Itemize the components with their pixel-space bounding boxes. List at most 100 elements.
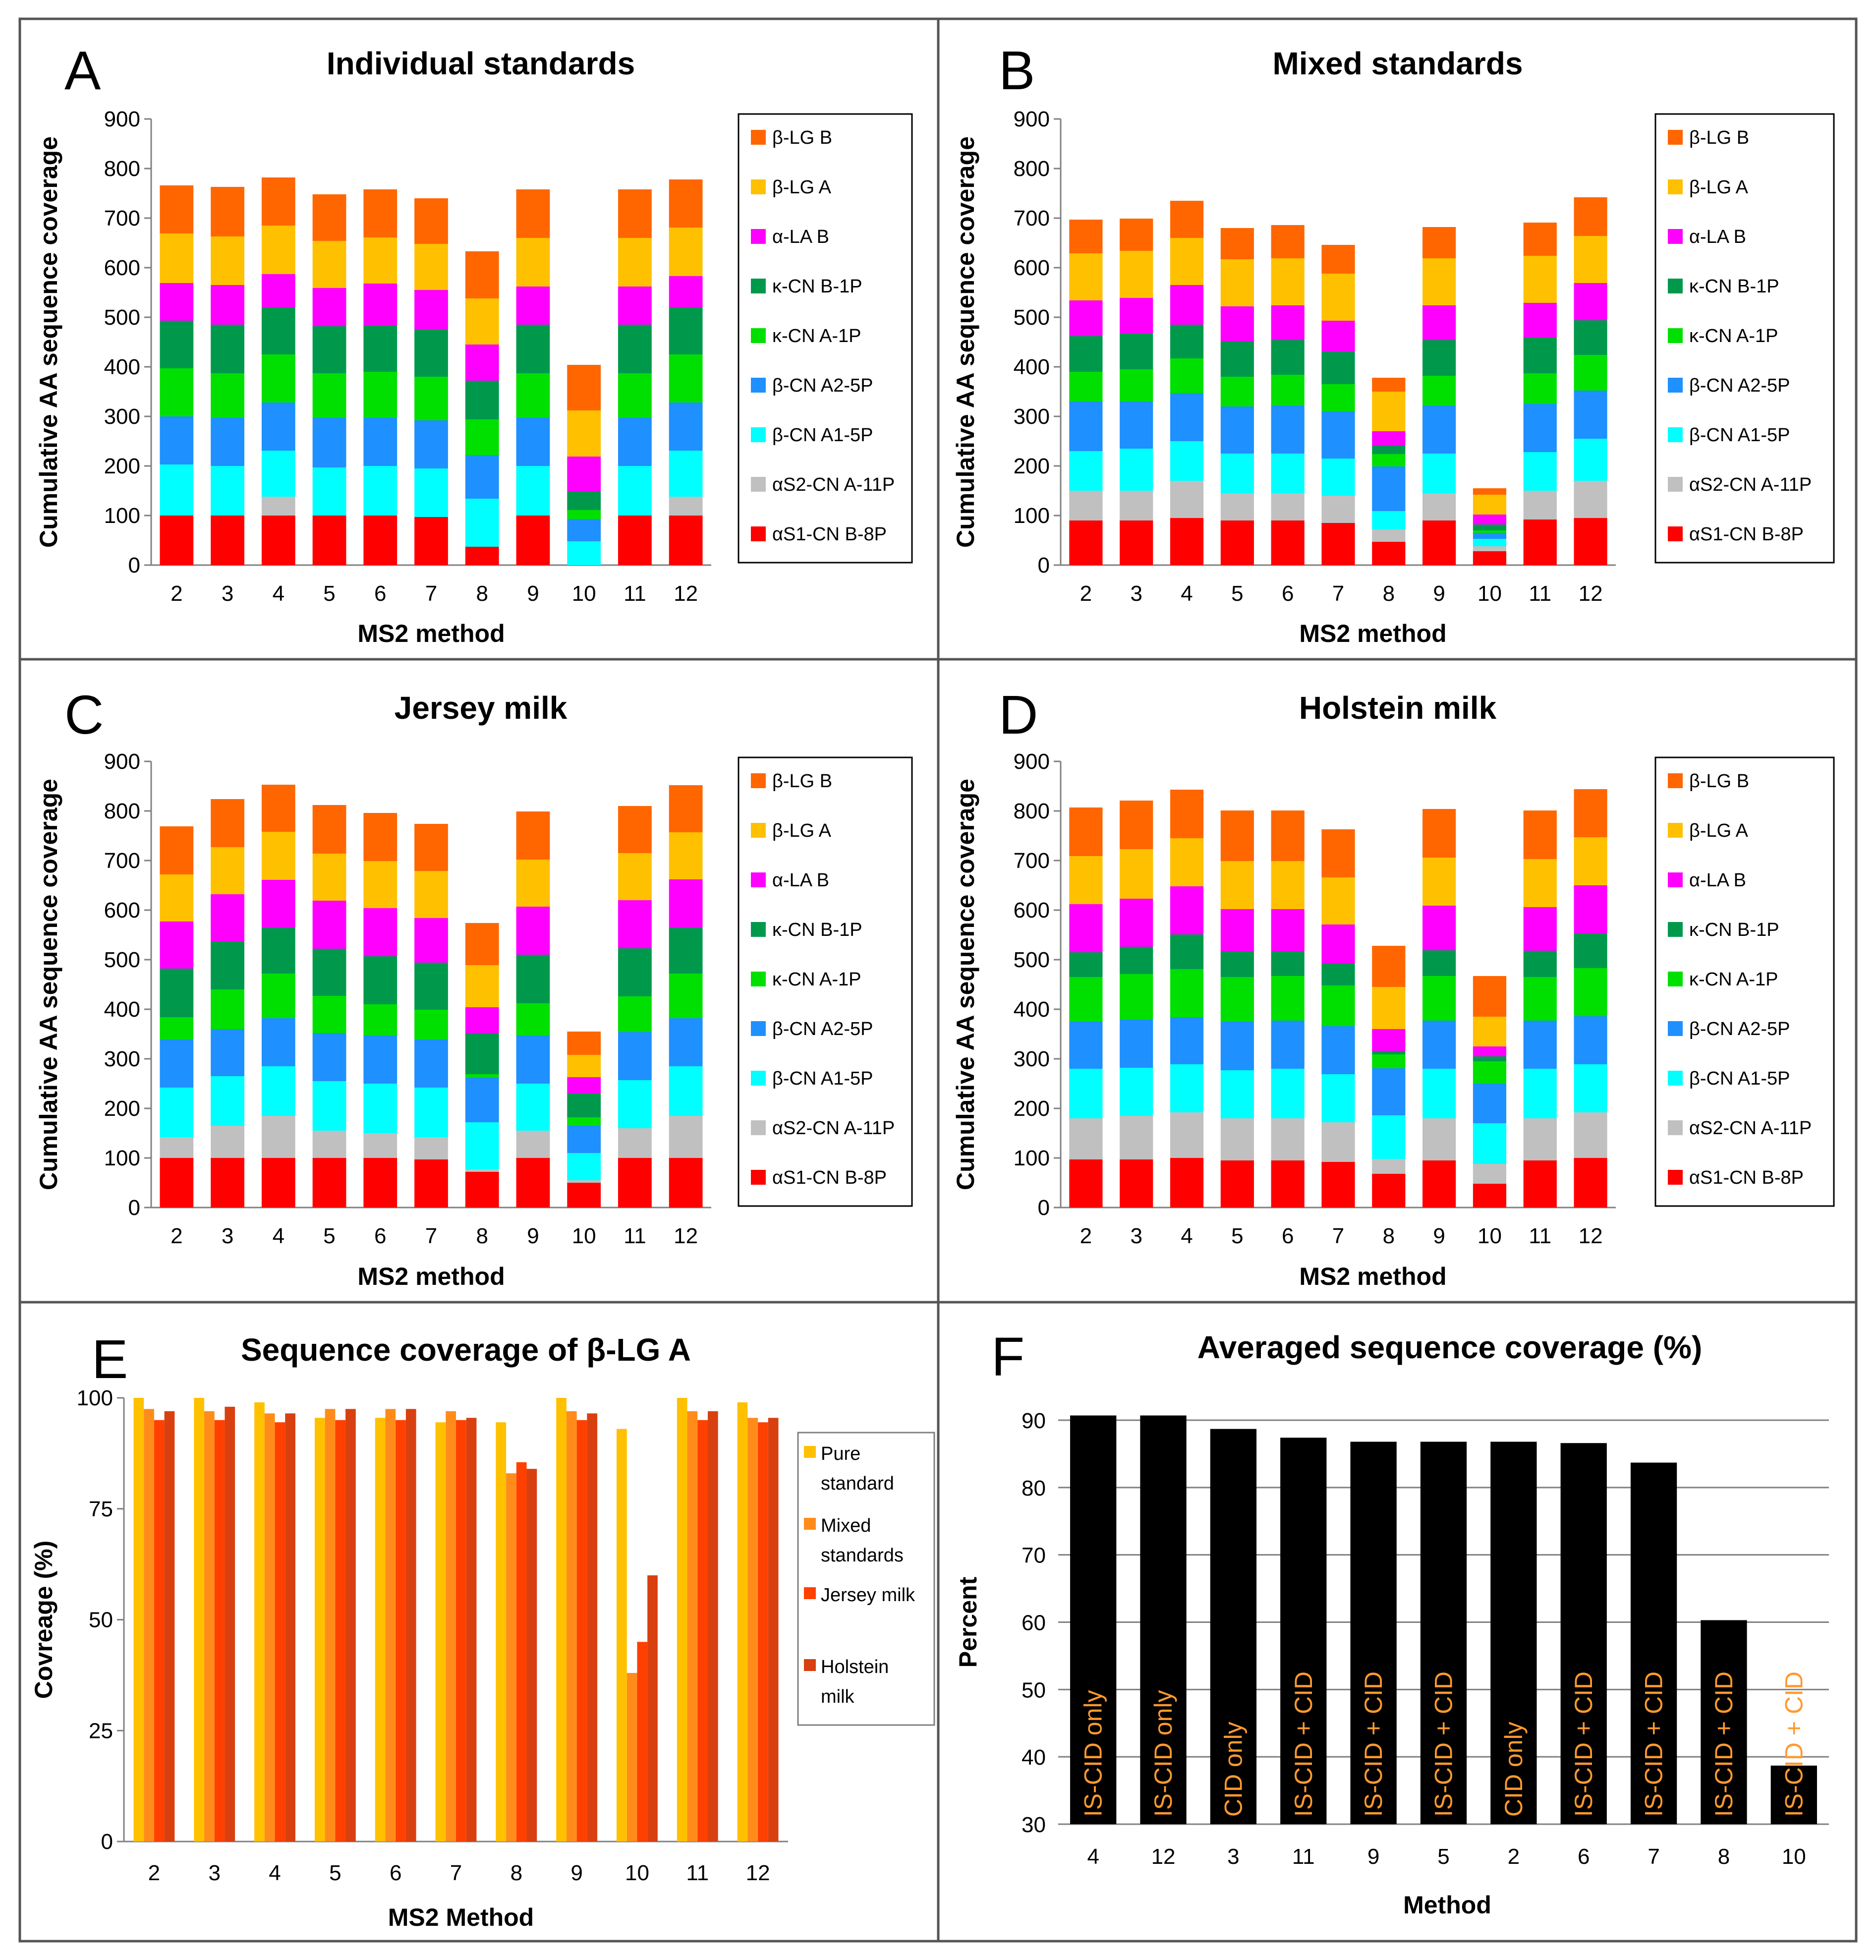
bar-segment — [1473, 1056, 1507, 1061]
bar-segment — [1271, 1118, 1305, 1160]
legend-swatch — [1668, 972, 1683, 986]
bar-segment — [1069, 300, 1103, 336]
bar-segment — [465, 1074, 499, 1078]
bar — [164, 1411, 175, 1842]
bar-segment — [312, 1131, 346, 1158]
legend-label: κ-CN A-1P — [1689, 969, 1778, 990]
y-tick-label: 200 — [1014, 454, 1050, 478]
bar-segment — [1523, 491, 1557, 519]
bar-segment — [567, 365, 601, 410]
bar-segment — [669, 1158, 703, 1208]
bar-segment — [261, 354, 295, 403]
bar-segment — [1120, 947, 1153, 974]
bar-segment — [1473, 1084, 1507, 1123]
y-tick-label: 800 — [1014, 157, 1050, 181]
bar-segment — [1170, 1112, 1204, 1158]
bar-segment — [312, 996, 346, 1033]
bar — [1350, 1441, 1397, 1824]
bar-segment — [618, 1128, 652, 1158]
bar-segment — [567, 1032, 601, 1055]
bar-segment — [414, 377, 448, 420]
x-axis-label: Method — [1403, 1891, 1491, 1919]
x-tick-label: 3 — [1227, 1845, 1239, 1869]
x-tick-label: 8 — [511, 1861, 522, 1885]
bar-segment — [261, 451, 295, 497]
bar-segment — [1271, 1021, 1305, 1069]
x-tick-label: 12 — [1579, 1224, 1603, 1248]
bar-segment — [160, 1039, 194, 1088]
bar-segment — [465, 298, 499, 345]
x-tick-label: 12 — [674, 581, 698, 606]
bar-segment — [516, 955, 550, 1003]
bar — [133, 1398, 144, 1842]
legend-label: αS1-CN B-8P — [1689, 1167, 1804, 1188]
y-axis-label: Cumulative AA sequence coverage — [952, 779, 979, 1190]
bar — [285, 1413, 295, 1842]
bar — [1420, 1441, 1467, 1824]
bar-segment — [1523, 223, 1557, 256]
bar-segment — [669, 354, 703, 403]
bar-segment — [1473, 515, 1507, 524]
bar — [1210, 1429, 1257, 1824]
bar-segment — [160, 368, 194, 416]
bar-segment — [160, 416, 194, 464]
bar-segment — [211, 847, 244, 894]
bar-segment — [261, 1158, 295, 1208]
bar-segment — [1574, 391, 1607, 439]
y-tick-label: 60 — [1022, 1611, 1046, 1635]
bar-segment — [1372, 392, 1406, 431]
bar-segment — [1120, 298, 1153, 334]
bar-segment — [1170, 358, 1204, 393]
y-tick-label: 500 — [104, 948, 140, 972]
bar-segment — [1372, 946, 1406, 987]
bar-segment — [1422, 520, 1456, 565]
bar-segment — [363, 956, 398, 1004]
x-tick-label: 8 — [1383, 1224, 1395, 1248]
bar-segment — [211, 285, 244, 325]
bar-segment — [1422, 376, 1456, 405]
y-tick-label: 500 — [1014, 948, 1050, 972]
bar — [1770, 1765, 1817, 1824]
y-tick-label: 200 — [104, 1096, 140, 1121]
bar-segment — [1372, 1174, 1406, 1208]
x-tick-label: 3 — [1130, 581, 1142, 606]
bar-segment — [567, 1117, 601, 1126]
bar — [214, 1420, 225, 1842]
bar-segment — [465, 381, 499, 419]
bar-segment — [1271, 258, 1305, 305]
x-tick-label: 7 — [450, 1861, 462, 1885]
bar-segment — [160, 826, 194, 874]
bar — [677, 1398, 687, 1842]
legend-label: κ-CN A-1P — [1689, 326, 1778, 346]
bar-segment — [1120, 491, 1153, 520]
x-tick-label: 7 — [1648, 1845, 1659, 1869]
bar-segment — [1422, 1118, 1456, 1160]
bar — [506, 1473, 516, 1842]
bar-segment — [1523, 1021, 1557, 1069]
bar-segment — [1220, 406, 1254, 454]
bar — [647, 1575, 658, 1842]
bar-segment — [1321, 384, 1355, 411]
bar-segment — [1170, 969, 1204, 1017]
bar-segment — [1372, 454, 1406, 466]
bar-segment — [1170, 518, 1204, 565]
bar-segment — [1069, 1069, 1103, 1118]
chart-title: Individual standards — [327, 46, 635, 81]
chart-title: Averaged sequence coverage (%) — [1197, 1329, 1703, 1365]
bar-segment — [465, 345, 499, 381]
legend-swatch — [751, 1120, 766, 1135]
y-axis-label: Cumulative AA sequence coverage — [952, 136, 979, 548]
bar-segment — [1069, 807, 1103, 856]
y-tick-label: 400 — [1014, 355, 1050, 379]
bar — [325, 1409, 336, 1842]
bar-segment — [363, 1133, 398, 1158]
bar-segment — [669, 307, 703, 354]
y-tick-label: 100 — [77, 1386, 113, 1410]
y-tick-label: 200 — [1014, 1096, 1050, 1121]
bar-segment — [414, 420, 448, 468]
y-tick-label: 100 — [104, 504, 140, 528]
bar-segment — [211, 325, 244, 373]
legend-label: β-LG A — [772, 820, 832, 841]
bar-segment — [1271, 375, 1305, 405]
bar-label: IS-CID + CID — [1360, 1672, 1387, 1817]
